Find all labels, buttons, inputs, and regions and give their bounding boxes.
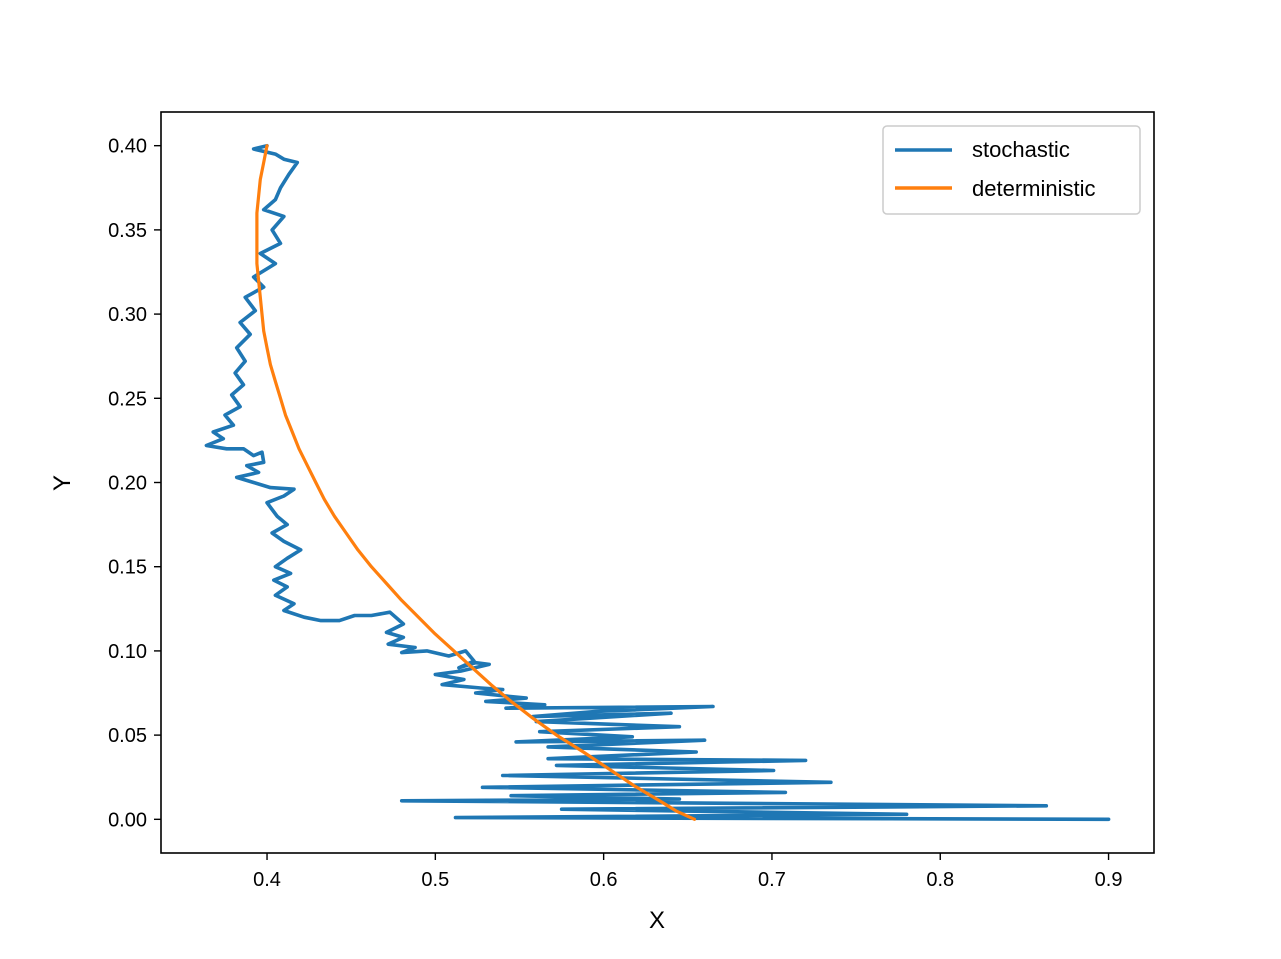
y-tick-label: 0.40 xyxy=(108,136,147,158)
x-tick-label: 0.6 xyxy=(590,869,618,891)
x-tick-label: 0.5 xyxy=(421,869,449,891)
x-axis-ticks: 0.4 0.5 0.6 0.7 0.8 0.9 xyxy=(253,853,1122,891)
y-axis-ticks: 0.00 0.05 0.10 0.15 0.20 0.25 0.30 0.35 0.40 xyxy=(108,136,161,831)
series-layer xyxy=(204,143,1111,822)
y-tick-label: 0.10 xyxy=(108,641,147,663)
x-tick-label: 0.4 xyxy=(253,869,281,891)
y-tick-label: 0.15 xyxy=(108,557,147,579)
y-tick-label: 0.20 xyxy=(108,473,147,495)
series-line-deterministic xyxy=(255,144,697,821)
x-tick-label: 0.9 xyxy=(1095,869,1123,891)
legend-label-deterministic: deterministic xyxy=(972,176,1095,201)
x-tick-label: 0.8 xyxy=(926,869,954,891)
x-axis-label: X xyxy=(649,907,665,934)
y-axis-label: Y xyxy=(49,475,76,491)
legend-box xyxy=(882,125,1141,215)
y-tick-label: 0.05 xyxy=(108,725,147,747)
x-tick-label: 0.7 xyxy=(758,869,786,891)
y-tick-label: 0.30 xyxy=(108,304,147,326)
y-tick-label: 0.00 xyxy=(108,809,147,831)
legend-label-stochastic: stochastic xyxy=(972,137,1070,162)
legend: stochastic deterministic xyxy=(882,125,1141,215)
series-line-stochastic xyxy=(204,143,1111,822)
y-tick-label: 0.25 xyxy=(108,388,147,410)
y-tick-label: 0.35 xyxy=(108,220,147,242)
